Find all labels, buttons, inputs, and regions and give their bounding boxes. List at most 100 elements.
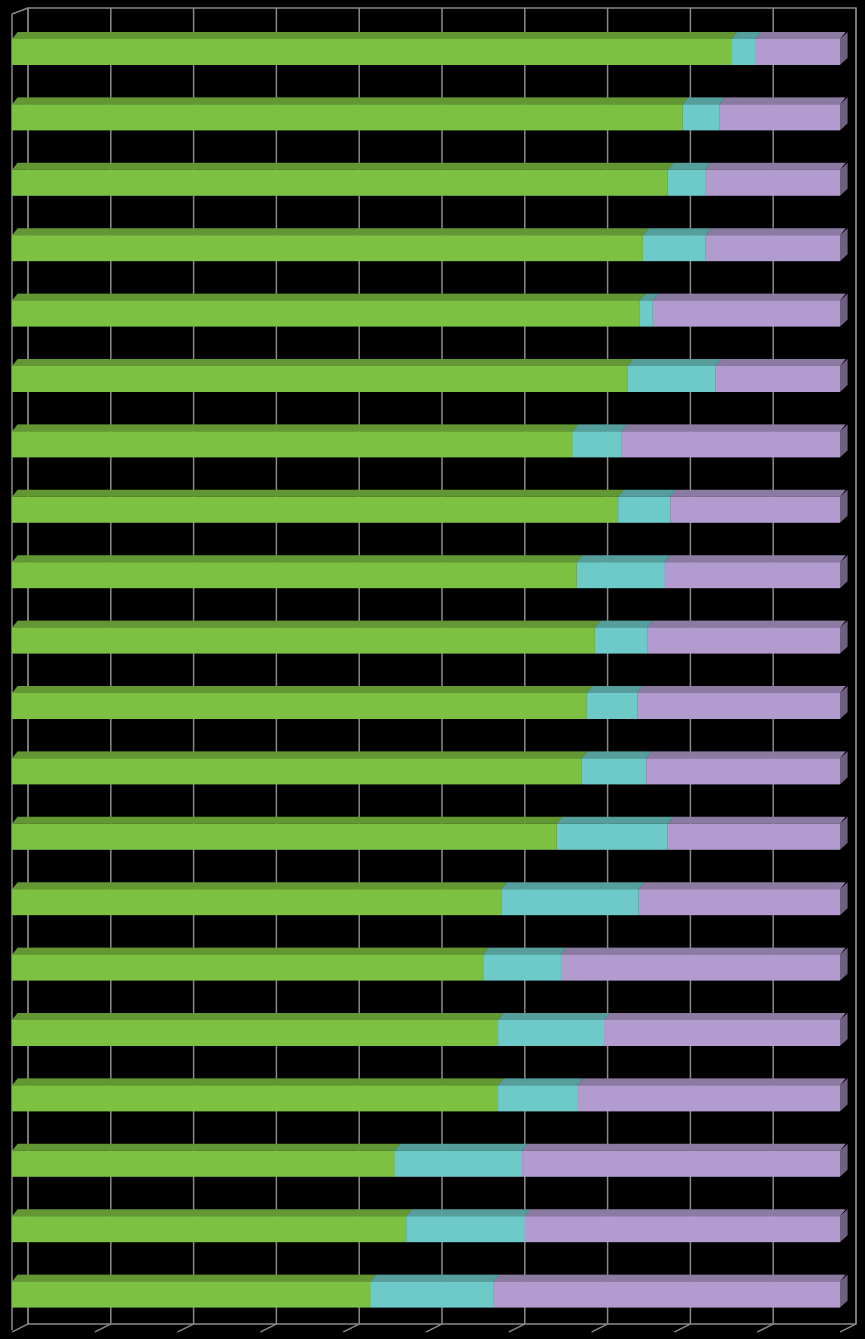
bar-top-face — [12, 359, 633, 366]
bar-top-face — [522, 1143, 846, 1151]
bar-segment — [12, 954, 484, 981]
bar-row — [12, 1078, 848, 1112]
bar-top-face — [524, 1209, 846, 1217]
bar-segment — [498, 1020, 605, 1046]
bar-segment — [12, 104, 683, 131]
floor-tick — [177, 1323, 194, 1333]
bar-row — [12, 751, 848, 785]
bar-segment — [12, 693, 587, 719]
bar-top-face — [577, 1078, 846, 1086]
bar-top-face — [12, 1013, 504, 1020]
floor-tick — [591, 1323, 608, 1333]
gridlines — [11, 8, 857, 1333]
bar-top-face — [705, 162, 846, 170]
bar-segment — [705, 235, 840, 262]
bar-row — [12, 686, 848, 719]
bar-top-face — [637, 686, 846, 693]
bar-segment — [12, 1281, 371, 1308]
bar-top-face — [647, 620, 846, 628]
bar-row — [12, 293, 848, 327]
bar-segment — [12, 1020, 499, 1046]
bar-top-face — [12, 1274, 377, 1282]
bar-top-face — [498, 1078, 584, 1086]
bar-top-face — [12, 620, 601, 628]
bar-top-face — [638, 882, 846, 890]
bar-top-face — [719, 97, 846, 105]
bar-top-face — [12, 1209, 412, 1217]
bar-top-face — [12, 293, 646, 301]
bar-end-face — [840, 555, 848, 589]
bar-top-face — [755, 32, 846, 39]
bar-segment — [646, 758, 840, 785]
bar-segment — [498, 1085, 578, 1112]
bar-top-face — [715, 359, 846, 366]
bar-top-face — [12, 751, 588, 759]
bar-top-face — [12, 1143, 401, 1151]
bar-top-face — [572, 424, 628, 432]
bar-top-face — [12, 947, 489, 955]
bar-top-face — [12, 424, 579, 432]
bar-end-face — [840, 228, 848, 262]
bar-segment — [664, 562, 840, 589]
floor-tick — [674, 1323, 691, 1333]
bar-end-face — [840, 1078, 848, 1112]
bar-top-face — [667, 816, 846, 824]
bar-top-face — [682, 97, 725, 105]
bar-top-face — [12, 1078, 504, 1086]
bar-top-face — [394, 1143, 528, 1151]
bar-segment — [647, 627, 840, 654]
bar-top-face — [560, 947, 846, 955]
bar-row — [12, 947, 848, 981]
bar-segment — [604, 1020, 840, 1046]
bar-end-face — [840, 686, 848, 719]
bar-segment — [483, 954, 561, 981]
bar-segment — [12, 169, 668, 196]
bar-top-face — [12, 555, 583, 563]
bar-segment — [586, 693, 638, 719]
bar-segment — [12, 1085, 499, 1112]
bar-row — [12, 424, 848, 458]
bar-row — [12, 1209, 848, 1243]
bar-end-face — [840, 1143, 848, 1177]
bar-segment — [12, 39, 732, 65]
bar-top-face — [498, 1013, 610, 1020]
bar-row — [12, 555, 848, 589]
bar-top-face — [556, 816, 674, 824]
bar-segment — [12, 823, 557, 850]
bar-top-face — [621, 424, 846, 432]
bar-row — [12, 882, 848, 916]
bar-end-face — [840, 620, 848, 654]
bar-segment — [12, 431, 573, 458]
bar-segment — [394, 1150, 523, 1177]
bar-segment — [719, 104, 840, 131]
plot-walls — [11, 7, 857, 1330]
bar-segment — [627, 366, 716, 392]
bar-segment — [522, 1150, 840, 1177]
bar-segment — [12, 366, 628, 392]
bar-top-face — [576, 555, 671, 563]
bar-row — [12, 32, 848, 65]
bar-row — [12, 620, 848, 654]
bar-segment — [594, 627, 648, 654]
bar-segment — [406, 1216, 525, 1243]
bar-top-face — [652, 293, 846, 301]
bar-segment — [12, 300, 640, 327]
bar-row — [12, 97, 848, 131]
bar-end-face — [840, 816, 848, 850]
bar-segment — [618, 496, 671, 523]
bar-top-face — [12, 162, 674, 170]
bar-end-face — [840, 882, 848, 916]
bar-segment — [370, 1281, 494, 1308]
bar-row — [12, 228, 848, 262]
bar-top-face — [586, 686, 643, 693]
bar-segment — [652, 300, 840, 327]
bar-top-face — [581, 751, 652, 759]
bar-segment — [12, 889, 502, 916]
bar-top-face — [483, 947, 567, 955]
floor-tick — [94, 1323, 112, 1333]
bar-segment — [524, 1216, 840, 1243]
bar-end-face — [840, 359, 848, 392]
bar-end-face — [840, 32, 848, 65]
bar-top-face — [370, 1274, 500, 1282]
